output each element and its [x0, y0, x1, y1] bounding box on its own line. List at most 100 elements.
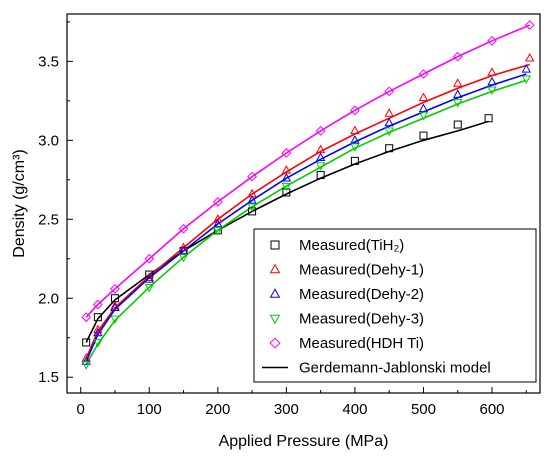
x-tick-label: 600	[479, 401, 504, 418]
data-point-3	[315, 162, 326, 171]
data-point-3	[521, 75, 531, 84]
data-point-4	[212, 197, 223, 207]
data-point-1	[213, 214, 223, 223]
x-tick-label: 200	[205, 401, 230, 418]
legend-marker	[269, 288, 281, 298]
data-point-0	[282, 188, 291, 197]
data-point-2	[93, 327, 103, 337]
plot-frame	[66, 13, 541, 394]
legend-label: Measured(Dehy-2)	[299, 286, 424, 303]
data-point-3	[418, 111, 429, 121]
data-point-1	[453, 78, 463, 87]
y-axis-title: Density (g/cm³)	[11, 149, 28, 257]
data-point-2	[178, 245, 189, 255]
legend-label: Measured(Dehy-3)	[299, 311, 424, 328]
legend-label: Measured(Dehy-1)	[299, 262, 424, 279]
tick-labels: 0 100 200 300 400 500 600 1.5 2.0 2.5 3.0 3.5	[38, 53, 504, 418]
data-point-3	[350, 143, 360, 152]
fit-curve-4	[85, 24, 531, 318]
data-point-4	[178, 223, 189, 234]
data-point-2	[110, 302, 120, 312]
data-point-1	[144, 272, 154, 282]
y-tick-label: 2.0	[38, 290, 59, 307]
data-point-2	[315, 152, 326, 162]
x-tick-label: 300	[274, 401, 299, 418]
data-point-4	[384, 86, 395, 97]
data-point-3	[178, 253, 189, 263]
model-fit-curves	[85, 24, 531, 365]
data-point-1	[384, 108, 394, 117]
x-tick-label: 400	[342, 401, 367, 418]
data-point-1	[525, 52, 535, 62]
data-point-2	[384, 117, 394, 127]
data-point-4	[281, 148, 292, 158]
y-tick-label: 3.0	[38, 132, 59, 149]
data-point-0	[419, 131, 428, 140]
data-point-3	[110, 315, 120, 325]
data-point-1	[93, 324, 103, 334]
data-point-3	[247, 203, 257, 212]
x-axis-title: Applied Pressure (MPa)	[219, 433, 389, 450]
legend-label: Measured(TiH₂)	[299, 237, 404, 254]
data-point-1	[178, 242, 189, 252]
data-point-3	[144, 283, 154, 293]
data-point-4	[110, 283, 120, 294]
data-point-0	[248, 207, 257, 216]
legend-marker	[269, 263, 281, 274]
data-point-2	[418, 103, 429, 113]
data-point-2	[521, 64, 531, 73]
data-point-4	[524, 20, 535, 30]
legend-label: Measured(HDH Ti)	[299, 335, 424, 352]
data-point-0	[453, 120, 462, 129]
data-point-0	[484, 114, 493, 123]
y-tick-label: 2.5	[38, 211, 59, 228]
data-point-4	[92, 299, 103, 310]
data-point-4	[487, 35, 497, 46]
data-point-1	[110, 300, 120, 310]
y-tick-label: 3.5	[38, 53, 59, 70]
data-point-4	[350, 105, 360, 116]
legend-box	[253, 228, 537, 383]
legend-marker	[270, 240, 280, 250]
data-point-3	[384, 127, 394, 137]
data-point-0	[93, 313, 102, 322]
data-point-4	[315, 125, 326, 136]
y-tick-label: 1.5	[38, 369, 59, 386]
fit-curve-0	[85, 120, 489, 343]
data-point-1	[350, 125, 360, 135]
data-point-0	[145, 270, 154, 279]
data-point-2	[144, 274, 154, 283]
data-point-2	[213, 218, 223, 228]
data-point-2	[281, 172, 292, 182]
fit-curve-2	[85, 73, 527, 362]
data-point-2	[81, 356, 91, 365]
data-point-4	[452, 51, 463, 62]
x-tick-label: 0	[77, 401, 85, 418]
data-point-4	[418, 69, 429, 79]
data-points	[81, 20, 535, 370]
data-point-0	[82, 338, 91, 347]
data-point-3	[93, 339, 103, 348]
legend-marker	[269, 314, 281, 325]
legend: Measured(TiH₂) Measured(Dehy-1) Measured(D…	[253, 228, 537, 383]
data-point-0	[316, 171, 325, 180]
data-point-3	[453, 99, 463, 108]
x-tick-label: 100	[137, 401, 162, 418]
data-point-3	[281, 182, 292, 192]
legend-model-label: Gerdemann-Jablonski model	[299, 360, 491, 377]
data-point-2	[487, 76, 497, 86]
data-point-0	[385, 144, 394, 153]
data-point-3	[487, 86, 497, 96]
data-point-3	[81, 361, 91, 370]
x-tick-label: 500	[411, 401, 436, 418]
data-point-1	[81, 353, 91, 362]
data-point-3	[213, 227, 223, 236]
data-point-4	[144, 253, 155, 264]
data-point-2	[350, 135, 360, 144]
data-point-0	[350, 156, 359, 165]
data-point-2	[247, 195, 257, 204]
fit-curve-1	[85, 63, 530, 359]
legend-marker	[269, 337, 281, 349]
data-point-4	[247, 171, 257, 182]
